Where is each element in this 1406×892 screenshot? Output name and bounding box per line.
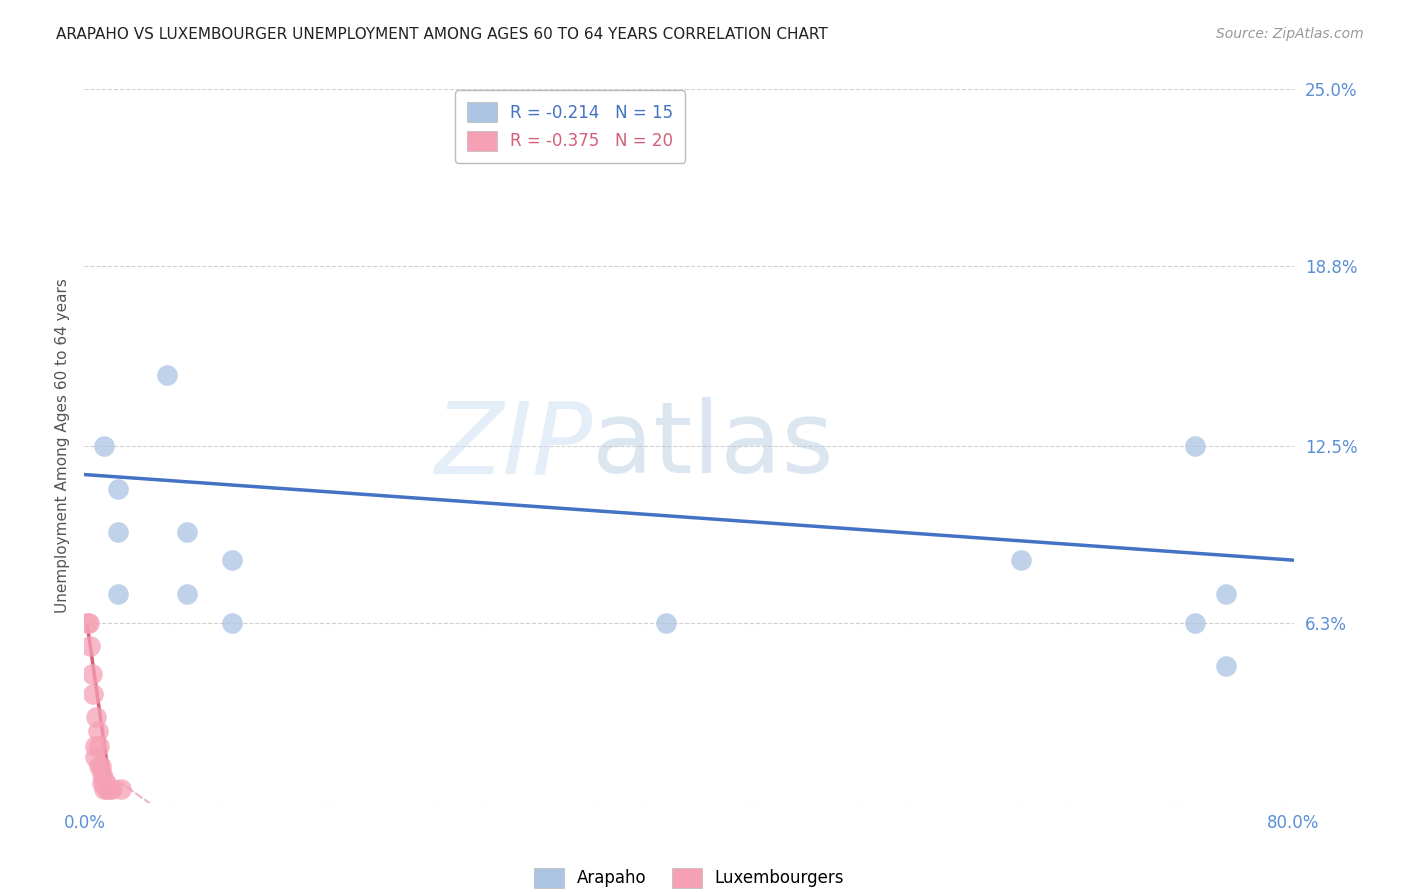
Point [82,687,104,701]
Point [89,739,111,753]
Point [221,615,243,630]
Text: ARAPAHO VS LUXEMBOURGER UNEMPLOYMENT AMONG AGES 60 TO 64 YEARS CORRELATION CHART: ARAPAHO VS LUXEMBOURGER UNEMPLOYMENT AMO… [56,27,828,42]
Text: Source: ZipAtlas.com: Source: ZipAtlas.com [1216,27,1364,41]
Point [90,758,112,772]
Point [107,482,129,496]
Point [93,772,115,787]
Point [97,781,120,796]
Point [156,368,179,382]
Point [176,587,198,601]
Point [86,710,108,724]
Point [87,724,110,739]
Point [76,615,98,630]
Point [100,781,122,796]
Point [79,639,101,653]
Point [107,587,129,601]
Point [77,615,100,630]
Point [1215,587,1237,601]
Point [655,615,678,630]
Point [89,758,111,772]
Point [84,750,107,764]
Point [91,767,114,781]
Point [110,781,132,796]
Point [176,524,198,539]
Point [1011,553,1033,567]
Text: ZIP: ZIP [434,398,592,494]
Legend: Arapaho, Luxembourgers: Arapaho, Luxembourgers [527,861,851,892]
Point [1184,439,1206,453]
Point [1184,615,1206,630]
Point [221,553,243,567]
Point [84,739,107,753]
Point [1215,658,1237,673]
Point [93,781,115,796]
Text: atlas: atlas [592,398,834,494]
Point [91,776,114,790]
Point [80,667,103,681]
Y-axis label: Unemployment Among Ages 60 to 64 years: Unemployment Among Ages 60 to 64 years [55,278,70,614]
Point [107,524,129,539]
Point [93,439,115,453]
Point [96,781,118,796]
